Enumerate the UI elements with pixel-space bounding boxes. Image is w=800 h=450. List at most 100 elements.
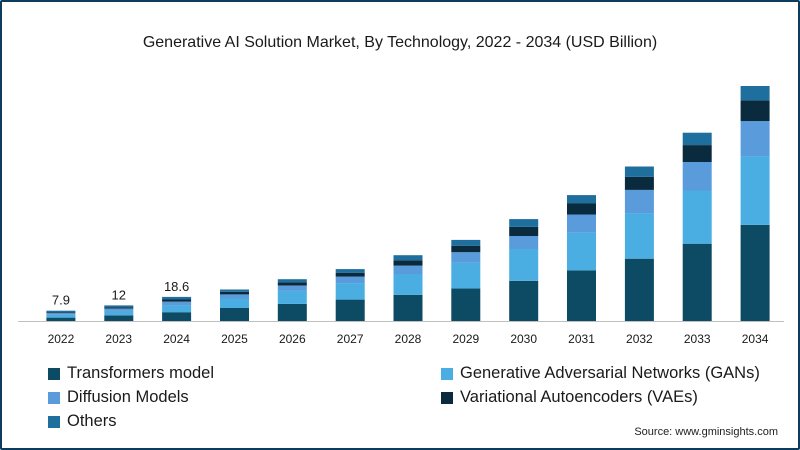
bar-2025-series-0 (220, 308, 249, 321)
bar-2025-series-1 (220, 298, 249, 308)
bar-2026-series-2 (277, 285, 307, 291)
bar-2025-series-4 (220, 289, 249, 292)
bar-2023-series-1 (104, 310, 134, 316)
chart-legend: Transformers model Generative Adversarial… (48, 364, 768, 436)
bar-2032-series-3 (624, 176, 654, 190)
bar-2026-series-0 (277, 303, 307, 321)
chart-title: Generative AI Solution Market, By Techno… (142, 34, 658, 51)
bar-2029-series-2 (451, 252, 481, 263)
bar-2031-series-2 (567, 214, 596, 233)
x-tick-label-2023: 2023 (105, 332, 132, 346)
x-tick-label-2033: 2033 (684, 332, 711, 346)
legend-swatch (48, 415, 60, 428)
bar-2034-series-3 (740, 100, 770, 122)
x-tick-label-2026: 2026 (279, 332, 306, 346)
legend-item-4: Others (48, 412, 117, 431)
bar-2024-series-2 (162, 301, 192, 306)
bar-2024-series-4 (162, 296, 192, 300)
bar-2028-series-1 (393, 274, 423, 295)
legend-swatch (441, 391, 453, 404)
bar-2028-series-3 (393, 260, 423, 266)
bar-2022-series-1 (46, 314, 76, 318)
bar-2026-series-4 (277, 279, 307, 283)
x-tick-label-2028: 2028 (395, 332, 422, 346)
legend-item-2: Diffusion Models (48, 388, 189, 407)
bar-2029-series-4 (451, 239, 481, 246)
bar-2033-series-0 (682, 243, 712, 321)
x-tick-label-2029: 2029 (452, 332, 479, 346)
bar-2029-series-0 (451, 288, 481, 321)
legend-label: Diffusion Models (67, 388, 189, 406)
bar-2024-series-3 (162, 299, 192, 302)
bar-2033-series-3 (682, 145, 712, 162)
bar-2031-series-1 (567, 232, 596, 271)
bar-2031-series-3 (567, 203, 596, 215)
bar-2027-series-1 (335, 283, 365, 300)
legend-swatch (48, 367, 60, 380)
bar-2034-series-0 (740, 224, 770, 321)
legend-item-1: Generative Adversarial Networks (GANs) (441, 364, 760, 383)
bar-2030-series-4 (509, 219, 539, 227)
bar-2022-series-4 (46, 310, 76, 313)
bar-2033-series-4 (682, 132, 712, 145)
x-tick-label-2032: 2032 (626, 332, 653, 346)
legend-label: Transformers model (67, 364, 215, 382)
bar-2032-series-4 (624, 166, 654, 177)
bar-2031-series-4 (567, 195, 596, 204)
bar-2034-series-4 (740, 86, 770, 101)
data-label-2024: 18.6 (164, 279, 189, 294)
data-label-2022: 7.9 (52, 293, 70, 308)
legend-swatch (48, 391, 60, 404)
legend-item-3: Variational Autoencoders (VAEs) (441, 388, 698, 407)
x-tick-label-2024: 2024 (163, 332, 190, 346)
bar-2030-series-3 (509, 226, 539, 236)
legend-label: Generative Adversarial Networks (GANs) (460, 364, 760, 382)
x-tick-label-2025: 2025 (221, 332, 248, 346)
bar-2033-series-2 (682, 162, 712, 191)
x-tick-label-2031: 2031 (568, 332, 595, 346)
bar-2024-series-0 (162, 312, 192, 321)
bar-2032-series-1 (624, 213, 654, 259)
bar-2022-series-3 (46, 312, 76, 314)
bar-2022-series-0 (46, 317, 76, 321)
legend-item-0: Transformers model (48, 364, 214, 383)
bar-2026-series-1 (277, 290, 307, 304)
legend-label: Others (67, 412, 117, 430)
bar-2025-series-2 (220, 294, 249, 299)
source-note: Source: www.gminsights.com (634, 426, 778, 438)
bar-2033-series-1 (682, 190, 712, 244)
legend-swatch (441, 367, 453, 380)
bar-2023-series-0 (104, 315, 134, 321)
bar-2023-series-3 (104, 307, 134, 309)
bar-2027-series-0 (335, 299, 365, 321)
bar-2027-series-2 (335, 276, 365, 284)
bar-2032-series-0 (624, 258, 654, 321)
bar-2023-series-2 (104, 308, 134, 311)
bar-2029-series-1 (451, 262, 481, 289)
bar-2028-series-2 (393, 265, 423, 274)
bar-2030-series-1 (509, 248, 539, 281)
data-label-2023: 12 (112, 287, 126, 302)
bar-2030-series-0 (509, 280, 539, 321)
x-tick-label-2022: 2022 (48, 332, 75, 346)
bar-2028-series-4 (393, 255, 423, 261)
bar-2028-series-0 (393, 294, 423, 321)
bar-2024-series-1 (162, 305, 192, 313)
bar-2032-series-2 (624, 189, 654, 214)
x-tick-label-2034: 2034 (742, 332, 769, 346)
bar-2034-series-1 (740, 156, 770, 225)
bar-2029-series-3 (451, 245, 481, 253)
bar-2027-series-4 (335, 269, 365, 273)
bar-2023-series-4 (104, 305, 134, 308)
stacked-bar-chart: 2022 2023 2024 2025 2026 2027 2028 2029 2030 2031… (18, 86, 784, 346)
bar-2026-series-3 (277, 282, 307, 286)
bar-2031-series-0 (567, 270, 596, 321)
bar-2027-series-3 (335, 272, 365, 277)
bar-2030-series-2 (509, 236, 539, 249)
x-tick-label-2030: 2030 (510, 332, 537, 346)
bar-2022-series-2 (46, 313, 76, 315)
legend-label: Variational Autoencoders (VAEs) (460, 388, 698, 406)
x-tick-label-2027: 2027 (337, 332, 364, 346)
bar-2034-series-2 (740, 121, 770, 157)
